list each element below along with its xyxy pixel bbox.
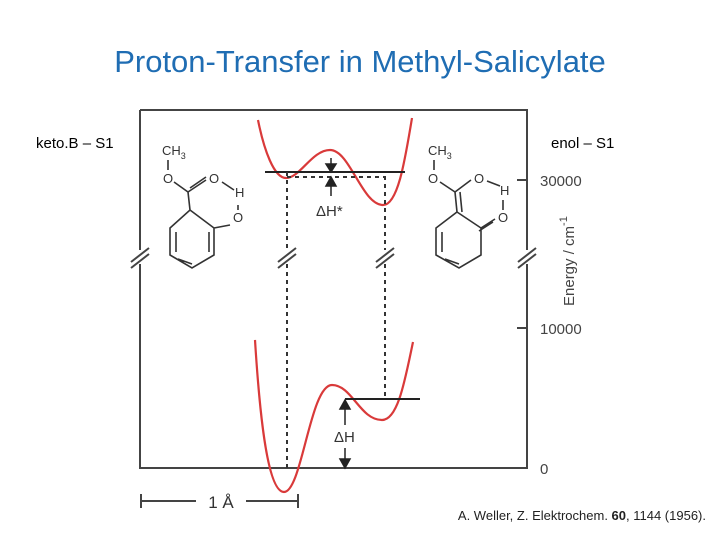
tick-label: 10000 [540, 321, 582, 338]
atom: O [233, 210, 243, 225]
slide-title: Proton-Transfer in Methyl-Salicylate [114, 44, 606, 79]
break-mark [277, 247, 395, 269]
citation-rest: , 1144 (1956). [626, 508, 706, 523]
tick-label: 0 [540, 461, 548, 478]
annotation: ΔH* [316, 203, 343, 220]
scale-bar [140, 494, 299, 508]
tick-label: 30000 [540, 173, 582, 190]
atom: CH3 [428, 143, 452, 161]
arrows [324, 158, 352, 470]
atom: O [428, 171, 438, 186]
citation: A. Weller, Z. Elektrochem. 60, 1144 (195… [458, 508, 706, 523]
atom-text: CH [428, 143, 447, 158]
molecule: CH3 O O H O [428, 143, 509, 269]
axis-label: Energy / cm-1 [558, 216, 578, 306]
atom: CH3 [162, 143, 186, 161]
atom: O [163, 171, 173, 186]
atom-sub: 3 [181, 151, 186, 161]
atom-sub: 3 [447, 151, 452, 161]
lower-curve [253, 339, 415, 494]
atom: H [500, 183, 509, 198]
citation-volume: 60 [612, 508, 626, 523]
right-label: enol – S1 [551, 135, 614, 152]
molecule: CH3 O O H O [162, 143, 244, 269]
atom: O [474, 171, 484, 186]
upper-curve [256, 117, 414, 207]
frame [130, 109, 537, 469]
left-label: keto.B – S1 [36, 135, 114, 152]
atom-text: CH [162, 143, 181, 158]
scale-label: 1 Å [208, 493, 234, 512]
axis-label-sup: -1 [558, 216, 570, 226]
atom: O [209, 171, 219, 186]
citation-authors: A. Weller, Z. Elektrochem. [458, 508, 612, 523]
annotation: ΔH [334, 429, 355, 446]
atom: H [235, 185, 244, 200]
axis-label-text: Energy / cm [561, 226, 578, 306]
atom: O [498, 210, 508, 225]
